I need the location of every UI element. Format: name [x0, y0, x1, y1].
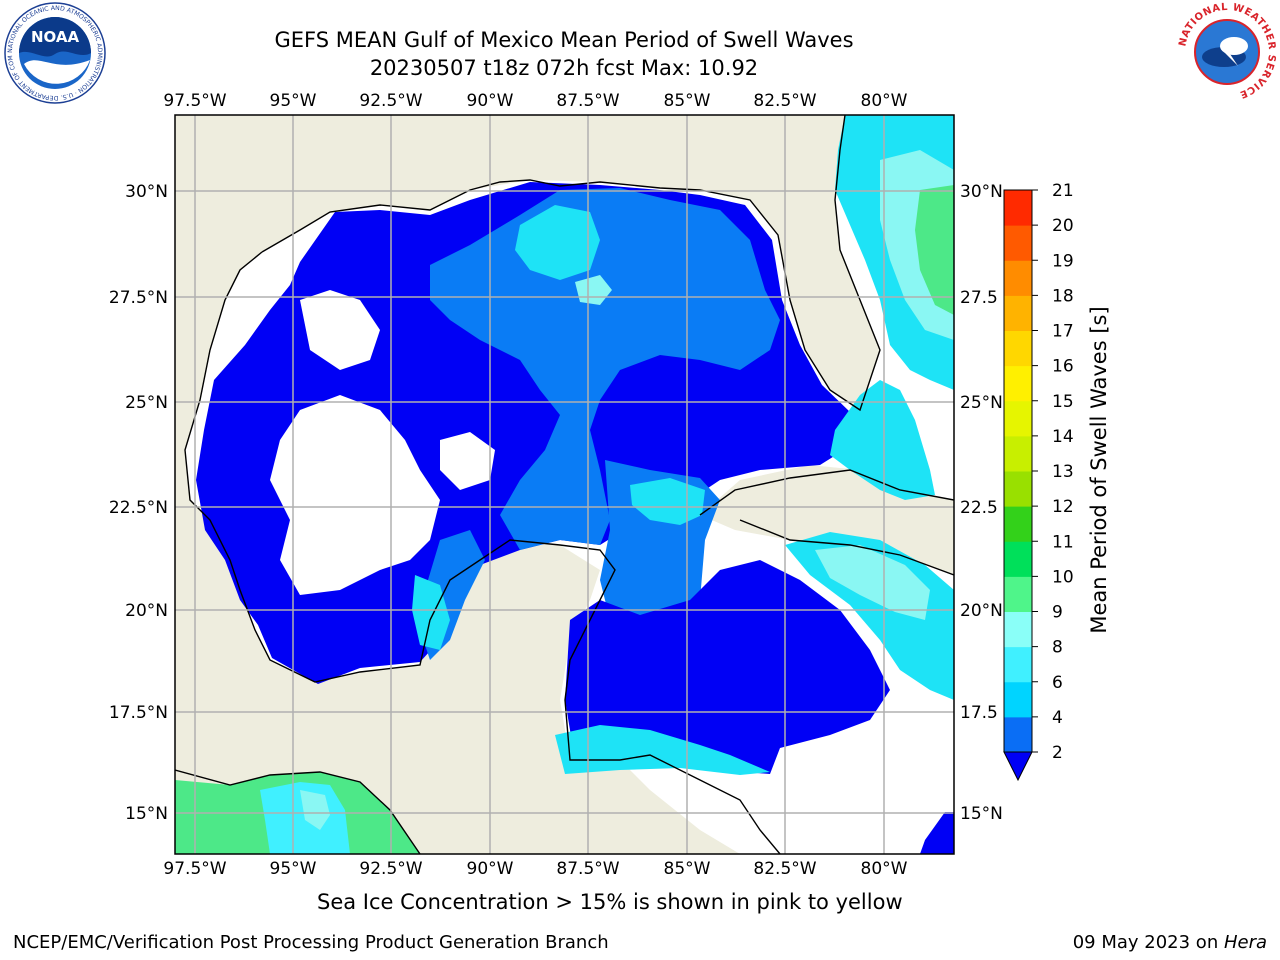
- lon-label: 80°W: [861, 91, 908, 111]
- graticule: [175, 115, 954, 854]
- swell-cyan-north-gulf: [515, 205, 600, 280]
- lon-label: 95°W: [270, 859, 317, 879]
- colorbar-segment: [1004, 400, 1032, 437]
- gulf-no-data-center: [440, 432, 495, 490]
- lon-label: 82.5°W: [753, 91, 816, 111]
- lat-label: 15°N: [125, 804, 168, 824]
- swell-cyan-florida-straits: [830, 380, 935, 500]
- colorbar-tick-label: 20: [1052, 216, 1074, 236]
- lon-labels-top: 97.5°W 95°W 92.5°W 90°W 87.5°W 85°W 82.5…: [163, 91, 907, 111]
- footer-date: 09 May 2023 on Hera: [1073, 932, 1267, 953]
- colorbar-tick-label: 10: [1052, 567, 1074, 587]
- lat-label: 22.5°N: [109, 498, 168, 518]
- colorbar-segment: [1004, 646, 1032, 683]
- map-frame: [174, 114, 955, 855]
- swell-pale-caribbean: [815, 545, 930, 620]
- colorbar-tick-label: 12: [1052, 497, 1074, 517]
- colorbar-segment: [1004, 541, 1032, 577]
- colorbar-segment: [1004, 330, 1032, 367]
- colorbar-tick-label: 4: [1052, 708, 1063, 728]
- lat-label: 22.5: [960, 498, 998, 518]
- footer-credit: NCEP/EMC/Verification Post Processing Pr…: [13, 932, 609, 953]
- gulf-no-data-west: [270, 395, 440, 595]
- colorbar-segment: [1004, 716, 1032, 753]
- lon-label: 90°W: [467, 859, 514, 879]
- coastlines: [175, 115, 954, 854]
- lon-label: 85°W: [664, 91, 711, 111]
- lat-label: 17.5: [960, 703, 998, 723]
- colorbar-tick-label: 14: [1052, 427, 1074, 447]
- lat-label: 15°N: [960, 804, 1003, 824]
- swell-cyan-honduras: [555, 725, 770, 775]
- colorbar-segment: [1004, 471, 1032, 507]
- lat-label: 30°N: [125, 182, 168, 202]
- lon-label: 92.5°W: [359, 859, 422, 879]
- swell-2-4s-caribbean: [565, 560, 890, 774]
- colorbar-tick-label: 6: [1052, 673, 1063, 693]
- swell-cyan-campeche: [412, 575, 450, 650]
- gulf-of-mexico-map: 97.5°W 95°W 92.5°W 90°W 87.5°W 85°W 82.5…: [109, 91, 1111, 879]
- lat-label: 25°N: [125, 393, 168, 413]
- noaa-logo-text: NOAA: [31, 28, 80, 46]
- nws-logo: NATIONAL WEATHER SERVICE: [1176, 2, 1278, 106]
- lon-label: 87.5°W: [556, 91, 619, 111]
- colorbar-segment: [1004, 681, 1032, 718]
- lat-label: 25°N: [960, 393, 1003, 413]
- colorbar-tick-label: 21: [1052, 181, 1074, 201]
- colorbar-tick-label: 11: [1052, 532, 1074, 552]
- colorbar-segment: [1004, 576, 1032, 612]
- gulf-no-data-northwest: [300, 290, 380, 370]
- footer-host: Hera: [1223, 932, 1267, 953]
- colorbar-tick-label: 9: [1052, 603, 1063, 623]
- colorbar-tick-label: 15: [1052, 392, 1074, 412]
- lat-label: 20°N: [960, 601, 1003, 621]
- sea-ice-note: Sea Ice Concentration > 15% is shown in …: [317, 890, 903, 914]
- lat-label: 30°N: [960, 182, 1003, 202]
- lon-label: 97.5°W: [163, 859, 226, 879]
- map-title: GEFS MEAN Gulf of Mexico Mean Period of …: [274, 28, 854, 52]
- colorbar-segment: [1004, 611, 1032, 648]
- swell-mid-blue-gulf: [430, 188, 780, 550]
- colorbar-tick-label: 18: [1052, 286, 1074, 306]
- lon-label: 97.5°W: [163, 91, 226, 111]
- lat-labels-right: 30°N 27.5 25°N 22.5 20°N 17.5 15°N: [960, 182, 1003, 824]
- colorbar-segment: [1004, 260, 1032, 296]
- lon-label: 80°W: [861, 859, 908, 879]
- lat-label: 17.5°N: [109, 703, 168, 723]
- lat-label: 27.5°N: [109, 288, 168, 308]
- colorbar-tick-label: 17: [1052, 322, 1074, 342]
- swell-pale-pacific: [300, 790, 330, 830]
- lat-label: 20°N: [125, 601, 168, 621]
- colorbar: 2 4 6 8 9 10 11 12 13 14 15 16 17 18 19 20 21 Mean Perio…: [1003, 181, 1111, 782]
- colorbar-label: Mean Period of Swell Waves [s]: [1087, 306, 1111, 633]
- swell-2-4s-caribbean-south: [920, 812, 954, 854]
- colorbar-tick-label: 16: [1052, 357, 1074, 377]
- lon-label: 92.5°W: [359, 91, 422, 111]
- lon-label: 82.5°W: [753, 859, 816, 879]
- colorbar-segment: [1004, 506, 1032, 542]
- map-subtitle: 20230507 t18z 072h fcst Max: 10.92: [369, 56, 759, 80]
- colorbar-segment: [1004, 295, 1032, 331]
- colorbar-tick-label: 19: [1052, 251, 1074, 271]
- colorbar-segment: [1004, 435, 1032, 472]
- colorbar-segment: [1004, 190, 1032, 226]
- lon-label: 85°W: [664, 859, 711, 879]
- lat-labels-left: 30°N 27.5°N 25°N 22.5°N 20°N 17.5°N 15°N: [109, 182, 168, 824]
- colorbar-tick-label: 13: [1052, 462, 1074, 482]
- lon-labels-bottom: 97.5°W 95°W 92.5°W 90°W 87.5°W 85°W 82.5…: [163, 859, 907, 879]
- colorbar-extend-arrow: [1003, 751, 1033, 782]
- lon-label: 87.5°W: [556, 859, 619, 879]
- swell-green-atlantic: [915, 185, 954, 315]
- noaa-logo: NATIONAL OCEANIC AND ATMOSPHERIC ADMINIS…: [1, 0, 106, 108]
- footer-date-text: 09 May 2023 on: [1072, 932, 1224, 953]
- colorbar-segment: [1004, 225, 1032, 261]
- colorbar-segment: [1004, 365, 1032, 402]
- lon-label: 90°W: [467, 91, 514, 111]
- colorbar-tick-label: 2: [1052, 743, 1063, 763]
- lon-label: 95°W: [270, 91, 317, 111]
- lat-label: 27.5: [960, 288, 998, 308]
- colorbar-tick-label: 8: [1052, 638, 1063, 658]
